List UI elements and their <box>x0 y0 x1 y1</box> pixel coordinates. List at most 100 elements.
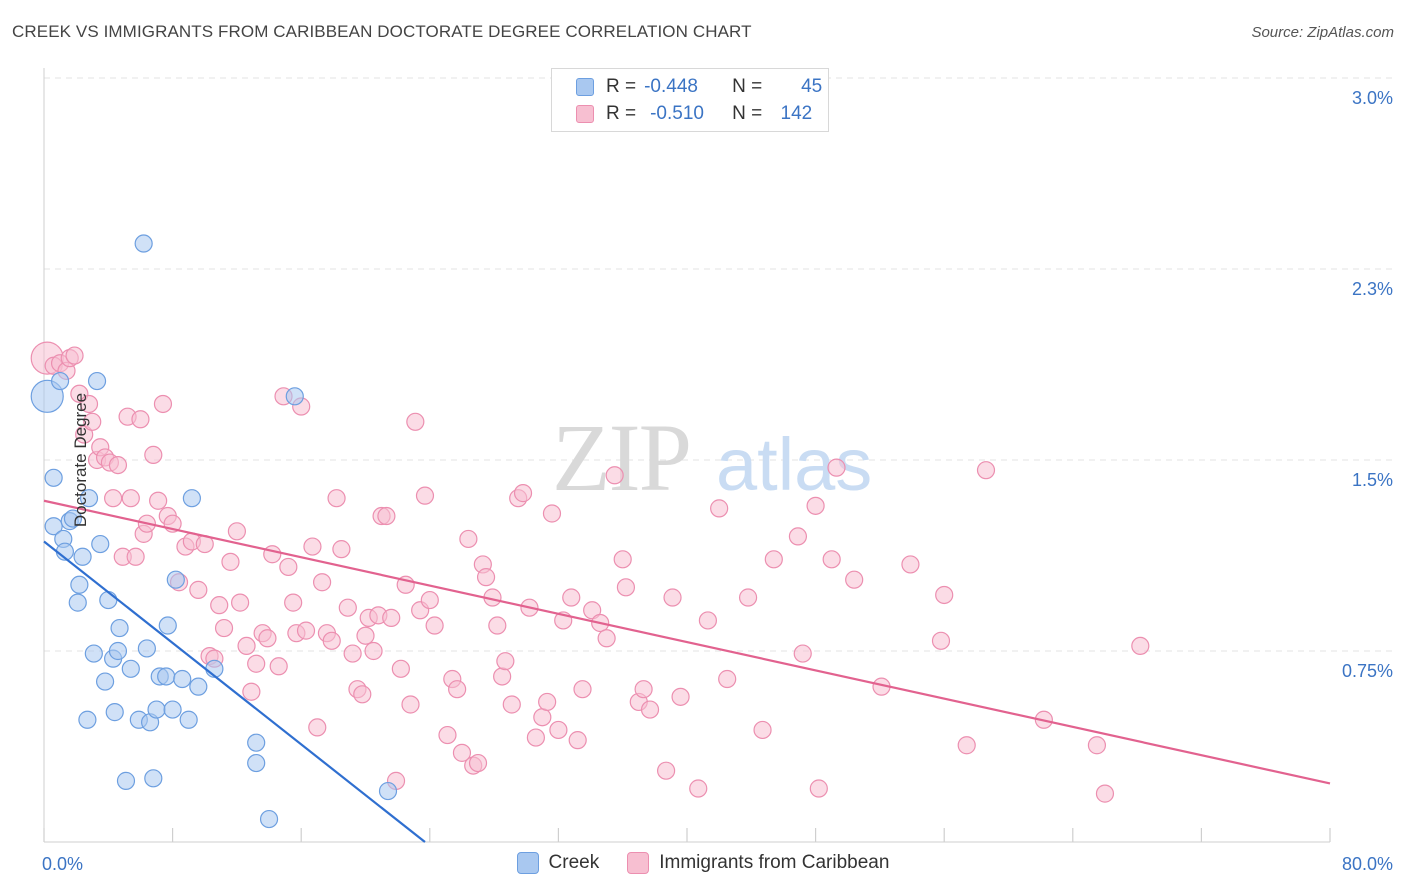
caribbean-point <box>806 496 825 515</box>
caribbean-point <box>827 458 846 477</box>
caribbean-point <box>538 692 557 712</box>
caribbean-point <box>663 588 682 607</box>
chart-title: CREEK VS IMMIGRANTS FROM CARIBBEAN DOCTO… <box>12 22 752 41</box>
caribbean-point <box>415 486 435 505</box>
creek-swatch-icon <box>576 78 594 96</box>
caribbean-swatch-icon <box>576 105 594 123</box>
caribbean-point <box>308 718 327 737</box>
y-tick-label: 2.3% <box>1352 279 1393 299</box>
caribbean-point <box>901 555 920 574</box>
caribbean-point <box>364 641 383 661</box>
caribbean-point <box>1087 736 1107 755</box>
caribbean-point <box>476 568 496 587</box>
caribbean-point <box>764 550 783 569</box>
caribbean-point <box>104 489 123 508</box>
grid-lines <box>44 77 1392 652</box>
creek-point <box>50 371 70 391</box>
creek-point <box>105 703 124 722</box>
caribbean-point <box>613 550 632 569</box>
caribbean-point <box>710 499 729 518</box>
caribbean-point <box>640 700 660 719</box>
caribbean-point <box>79 394 99 414</box>
caribbean-point <box>401 695 420 714</box>
trend-lines <box>43 499 1331 843</box>
caribbean-point <box>126 547 145 566</box>
caribbean-point <box>459 529 478 549</box>
caribbean-point <box>568 731 587 750</box>
caribbean-point <box>231 593 250 612</box>
caribbean-point <box>496 652 515 671</box>
creek-point <box>189 677 208 696</box>
creek-point <box>144 769 163 788</box>
creek-point <box>99 590 118 610</box>
caribbean-point <box>468 753 488 773</box>
creek-point <box>68 593 87 612</box>
legend-row-creek: R = -0.448 N = 45 <box>576 75 822 99</box>
caribbean-point <box>269 657 288 676</box>
legend-item-caribbean: Immigrants from Caribbean <box>627 852 889 874</box>
creek-point <box>70 575 89 594</box>
legend-creek-name: Creek <box>548 852 600 873</box>
watermark-atlas: atlas <box>716 423 872 506</box>
caribbean-point <box>542 504 562 523</box>
caribbean-point <box>296 621 316 640</box>
y-tick-label: 0.75% <box>1342 661 1393 681</box>
caribbean-point <box>284 593 303 612</box>
caribbean-point <box>634 680 653 699</box>
caribbean-point <box>488 616 507 635</box>
caribbean-point <box>242 682 261 701</box>
creek-swatch-icon <box>516 852 539 874</box>
caribbean-point <box>377 506 396 526</box>
caribbean-point <box>788 527 808 546</box>
creek-point <box>285 387 304 406</box>
caribbean-point <box>338 598 357 617</box>
creek-point <box>108 641 128 661</box>
caribbean-point <box>258 629 277 648</box>
caribbean-point <box>237 636 256 656</box>
caribbean-point <box>931 631 951 650</box>
creek-point <box>259 809 279 829</box>
creek-point <box>84 644 103 663</box>
caribbean-point <box>753 720 772 740</box>
caribbean-point <box>493 667 512 686</box>
caribbean-point <box>83 412 102 431</box>
caribbean-point <box>438 725 457 745</box>
watermark: ZIP atlas <box>552 404 872 511</box>
legend-row-caribbean: R = -0.510 N = 142 <box>576 102 812 126</box>
caribbean-swatch-icon <box>627 852 650 874</box>
creek-point <box>179 710 198 729</box>
correlation-legend: R = -0.448 N = 45 R = -0.510 N = 142 <box>551 68 829 132</box>
series-caribbean-points <box>30 341 1150 803</box>
caribbean-point <box>227 522 246 541</box>
caribbean-point <box>689 779 708 798</box>
caribbean-point <box>718 669 737 689</box>
source-credit: Source: ZipAtlas.com <box>1251 24 1394 41</box>
creek-point <box>137 639 156 658</box>
legend-caribbean-n: 142 <box>780 103 813 124</box>
creek-point <box>44 517 63 536</box>
caribbean-point <box>406 412 425 431</box>
legend-n-label: N = <box>732 103 763 124</box>
caribbean-point <box>1095 784 1115 803</box>
creek-point <box>121 659 140 678</box>
x-tick-label-max: 80.0% <box>1342 854 1393 874</box>
caribbean-point <box>526 728 545 747</box>
caribbean-point <box>502 695 521 714</box>
caribbean-point <box>657 761 676 780</box>
caribbean-trend-line <box>43 499 1331 785</box>
creek-point <box>134 234 153 253</box>
caribbean-point <box>448 680 467 699</box>
caribbean-point <box>573 680 592 699</box>
caribbean-point <box>533 708 552 727</box>
caribbean-point <box>247 654 266 673</box>
series-legend: Creek Immigrants from Caribbean <box>0 852 1406 874</box>
caribbean-point <box>210 596 229 615</box>
creek-point <box>95 672 115 691</box>
legend-caribbean-r: -0.510 <box>650 103 704 124</box>
caribbean-point <box>332 540 351 559</box>
caribbean-point <box>562 588 581 607</box>
caribbean-point <box>263 545 282 564</box>
creek-point <box>147 700 166 719</box>
legend-r-label: R = <box>606 103 637 124</box>
